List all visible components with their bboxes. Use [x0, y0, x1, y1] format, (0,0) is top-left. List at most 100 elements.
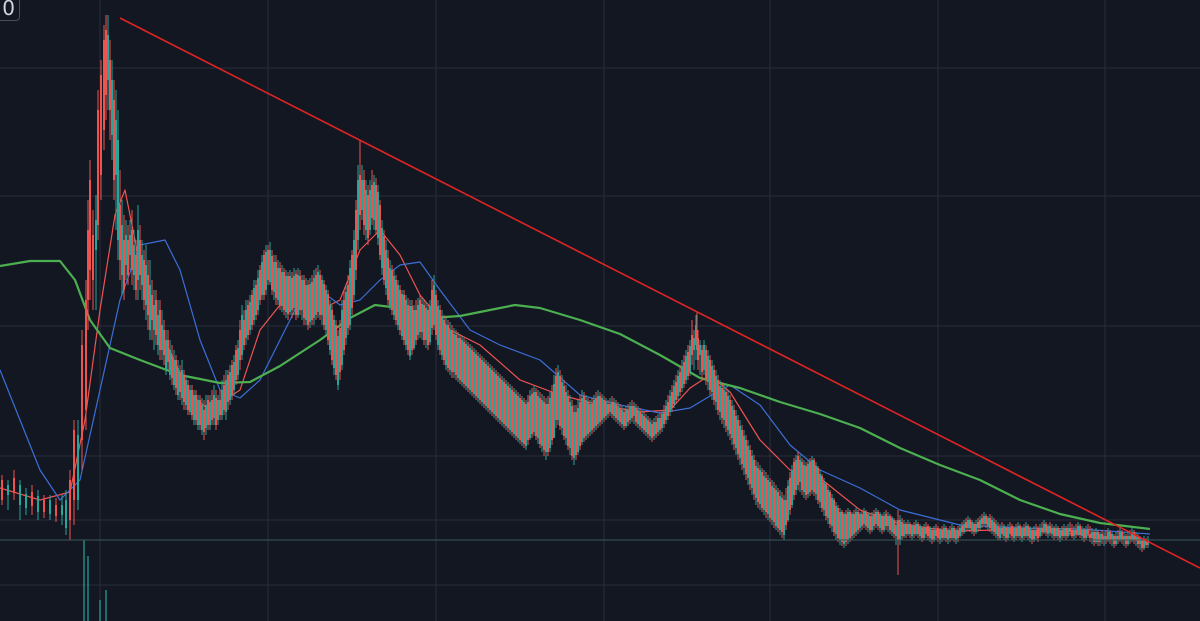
candle-body — [87, 230, 89, 300]
candle-body — [757, 468, 759, 502]
candle — [1065, 526, 1067, 540]
candle — [847, 508, 849, 544]
candle-body — [213, 395, 215, 418]
candle-body — [321, 280, 323, 315]
candle-body — [345, 292, 347, 338]
candle-body — [509, 388, 511, 430]
candle-body — [253, 288, 255, 320]
candle-body — [315, 275, 317, 315]
candle-body — [409, 306, 411, 356]
candle-body — [31, 492, 33, 506]
candle — [395, 275, 397, 325]
candle-body — [141, 255, 143, 285]
candle-body — [535, 392, 537, 436]
candle-body — [295, 274, 297, 315]
candle — [223, 375, 225, 415]
candle-body — [265, 252, 267, 290]
candle-body — [949, 530, 951, 538]
candle-body — [73, 430, 75, 500]
candle — [317, 265, 319, 318]
candle — [265, 245, 267, 295]
candle — [165, 330, 167, 375]
candle — [801, 458, 803, 495]
candle-body — [707, 356, 709, 382]
candle-body — [825, 484, 827, 516]
candle-body — [903, 524, 905, 536]
candle — [207, 395, 209, 430]
candle — [569, 395, 571, 455]
candle-body — [729, 400, 731, 434]
candle-body — [431, 290, 433, 328]
candle — [247, 300, 249, 340]
candle — [777, 488, 779, 532]
candle — [995, 520, 997, 538]
candle-body — [923, 528, 925, 538]
candle — [609, 398, 611, 416]
candle-body — [689, 346, 691, 372]
candle-body — [505, 384, 507, 426]
candle-body — [737, 420, 739, 454]
candle — [771, 480, 773, 525]
candle — [273, 255, 275, 300]
candle-body — [1007, 528, 1009, 538]
candle — [671, 385, 673, 412]
candle — [347, 275, 349, 335]
candle-body — [761, 472, 763, 508]
candle — [315, 268, 317, 320]
candle — [1, 475, 3, 505]
candle-body — [379, 205, 381, 255]
candle-body — [399, 290, 401, 330]
candle-body — [1133, 532, 1135, 540]
candle — [973, 522, 975, 536]
candle — [431, 280, 433, 335]
candle-body — [759, 470, 761, 504]
candle-body — [65, 500, 67, 528]
candle — [1057, 526, 1059, 540]
candle-body — [451, 330, 453, 372]
candle-body — [343, 300, 345, 350]
candle — [421, 298, 423, 340]
candle-body — [217, 400, 219, 420]
candle — [469, 344, 471, 394]
candle-body — [1109, 532, 1111, 540]
candle — [453, 328, 455, 378]
candle-body — [901, 522, 903, 536]
corner-scale-label[interactable]: 0 — [0, 0, 20, 21]
candle — [377, 185, 379, 245]
candle — [311, 275, 313, 325]
candle-body — [237, 348, 239, 375]
candle-body — [413, 310, 415, 348]
candle-body — [821, 476, 823, 508]
candle-body — [705, 350, 707, 380]
candle — [943, 524, 945, 540]
candle — [839, 508, 841, 545]
candle-body — [999, 528, 1001, 538]
candle-body — [283, 272, 285, 310]
candle-body — [1023, 528, 1025, 536]
candle-body — [929, 528, 931, 538]
candle — [913, 522, 915, 538]
trendline[interactable] — [119, 17, 1200, 569]
candle-body — [941, 530, 943, 538]
candle-body — [857, 512, 859, 530]
candle-body — [973, 524, 975, 532]
candle — [187, 380, 189, 415]
candle — [645, 414, 647, 436]
candle — [203, 400, 205, 440]
candle — [233, 355, 235, 395]
candle — [937, 526, 939, 542]
candle — [61, 495, 63, 525]
candle-body — [457, 338, 459, 378]
candle — [951, 524, 953, 540]
candle — [487, 362, 489, 412]
candle-body — [581, 398, 583, 442]
candle-body — [271, 256, 273, 290]
candle — [877, 510, 879, 530]
candle — [849, 510, 851, 542]
candle — [1025, 522, 1027, 538]
candle — [1023, 524, 1025, 540]
candle-body — [696, 330, 698, 340]
